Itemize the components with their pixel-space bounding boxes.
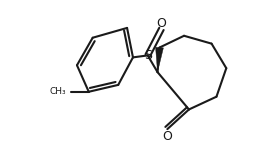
Text: O: O (162, 131, 172, 143)
Text: S: S (144, 49, 152, 62)
Text: CH₃: CH₃ (50, 87, 66, 96)
Polygon shape (156, 47, 163, 72)
Text: O: O (156, 18, 166, 30)
